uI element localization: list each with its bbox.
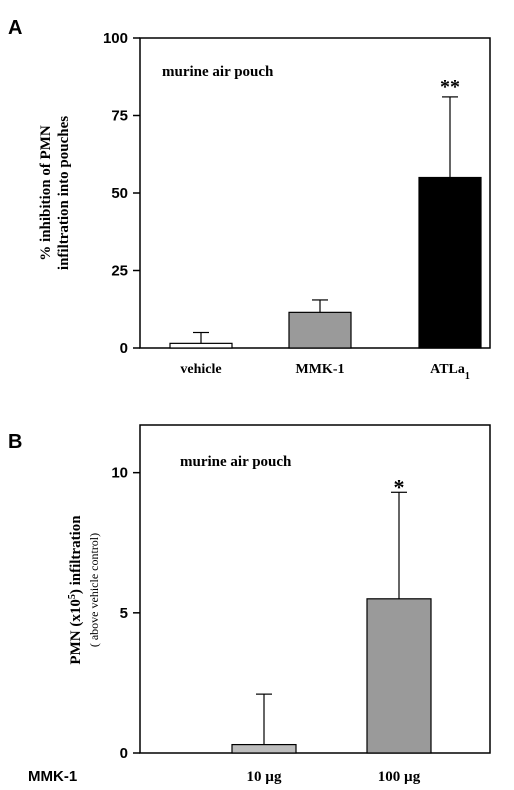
panel-a-ytick-label-1: 25 (111, 263, 128, 280)
panel-a-ylabel: % inhibition of PMN infiltration into po… (38, 116, 72, 270)
panel-a-xtick-label-1: MMK-1 (296, 362, 345, 377)
panel-a-bar-2 (418, 176, 482, 349)
panel-a-ytick-label-2: 50 (111, 185, 128, 202)
panel-a-ytick-label-0: 0 (120, 340, 128, 357)
panel-a: A murine air pouch % inhibition of PMN i… (8, 17, 491, 382)
panel-b-row-label: MMK-1 (28, 768, 77, 785)
panel-a-ytick-label-4: 100 (103, 30, 128, 47)
panel-b: B murine air pouch PMN (x105) infiltrati… (8, 424, 491, 785)
panel-b-ylabel-main: PMN (x105) infiltration (67, 515, 85, 665)
panel-a-annotation: murine air pouch (162, 64, 274, 80)
panel-b-xtick-label-0: 10 µg (247, 769, 282, 785)
panel-a-bar-0 (169, 342, 233, 349)
panel-b-ytick-label-0: 0 (120, 745, 128, 762)
panel-a-xtick-label-2: ATLa1 (430, 362, 470, 382)
panel-b-ylabel: PMN (x105) infiltration ( above vehicle … (67, 515, 102, 665)
panel-a-bar-1 (288, 311, 352, 349)
panel-b-bar-0 (231, 743, 297, 754)
panel-b-xtick-label-1: 100 µg (378, 769, 421, 785)
panel-b-ytick-label-2: 10 (111, 465, 128, 482)
panel-b-bar-1 (366, 598, 432, 754)
panel-a-ylabel-line2: infiltration into pouches (56, 116, 72, 270)
panel-a-ytick-label-3: 75 (111, 108, 128, 125)
panel-a-label: A (8, 17, 22, 39)
panel-b-annotation: murine air pouch (180, 454, 292, 470)
panel-b-plot: 0 5 10 10 µg * 100 µg (111, 465, 432, 785)
panel-b-ytick-label-1: 5 (120, 605, 128, 622)
panel-b-ylabel-sub: ( above vehicle control) (87, 533, 101, 647)
panel-a-plot: 0 25 50 75 100 vehicle MMK-1 ** ATLa1 (103, 30, 482, 382)
panel-b-frame (139, 424, 491, 754)
panel-b-significance-1: * (394, 474, 405, 499)
panel-a-xtick-label-0: vehicle (180, 362, 221, 377)
panel-b-label: B (8, 431, 22, 453)
panel-a-significance-2: ** (440, 76, 460, 98)
panel-a-ylabel-line1: % inhibition of PMN (38, 125, 54, 261)
